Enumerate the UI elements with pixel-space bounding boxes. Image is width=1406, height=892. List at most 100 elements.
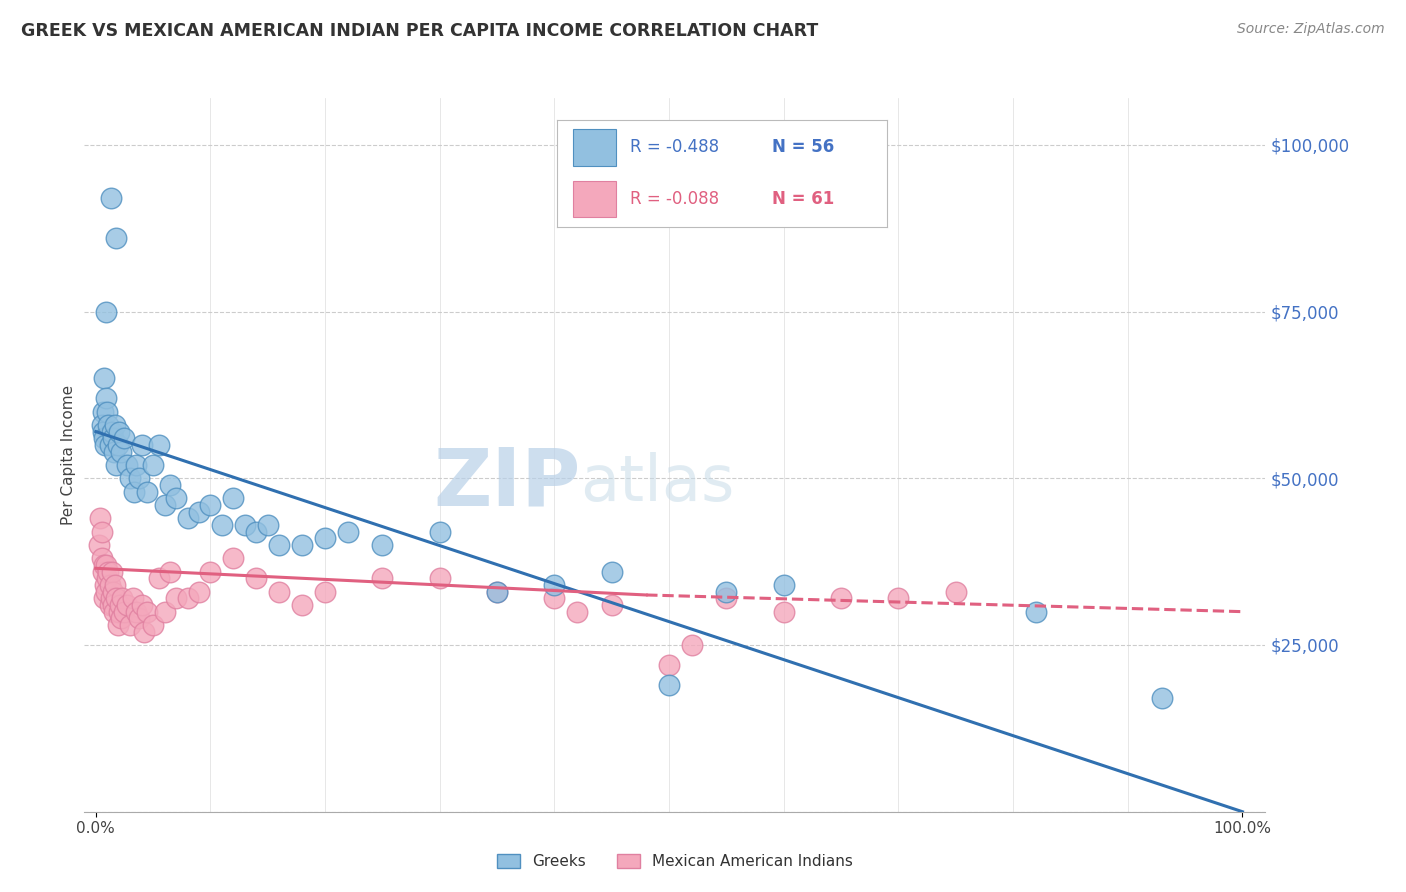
Point [567,605,589,619]
Point [93,431,115,445]
Point [96,571,118,585]
Point [101,431,124,445]
Point [128,471,150,485]
Point [543,578,565,592]
Point [1152,691,1174,706]
Point [120,471,142,485]
Point [291,598,314,612]
Point [371,538,394,552]
Point [716,584,738,599]
Point [233,518,256,533]
Point [114,431,136,445]
Y-axis label: Per Capita Income: Per Capita Income [60,384,76,525]
Text: N = 61: N = 61 [772,190,834,208]
Point [91,404,114,418]
Point [128,611,150,625]
Point [94,304,117,318]
Point [91,565,114,579]
Point [159,565,181,579]
Point [830,591,852,606]
Point [93,591,115,606]
Point [600,565,623,579]
Point [256,518,278,533]
Bar [574,129,616,166]
Point [89,538,111,552]
Point [107,618,129,632]
Point [200,565,222,579]
Point [165,591,187,606]
Point [101,425,124,439]
Text: R = -0.088: R = -0.088 [630,190,718,208]
Point [131,598,153,612]
Point [132,624,155,639]
Point [96,404,118,418]
Point [101,565,124,579]
Point [101,598,124,612]
Point [101,584,124,599]
Point [772,605,794,619]
Point [153,605,176,619]
Point [543,591,565,606]
Text: N = 56: N = 56 [772,138,834,156]
Point [429,571,451,585]
Point [122,484,145,499]
Point [222,491,245,506]
Point [111,591,134,606]
Point [371,571,394,585]
Point [314,584,336,599]
Point [104,578,127,592]
Point [153,498,176,512]
Legend: Greeks, Mexican American Indians: Greeks, Mexican American Indians [491,848,859,875]
Point [486,584,509,599]
Point [104,417,127,432]
Point [136,605,159,619]
Point [98,578,121,592]
Point [291,538,314,552]
Bar [574,180,616,217]
Point [887,591,910,606]
Point [115,458,138,472]
Point [97,565,120,579]
Point [337,524,360,539]
Point [142,458,165,472]
Point [93,371,115,385]
Point [107,438,129,452]
Point [1025,605,1047,619]
Point [98,598,121,612]
Point [188,505,211,519]
Point [658,658,681,673]
Point [245,524,267,539]
Point [125,458,148,472]
Point [108,598,131,612]
Point [100,191,122,205]
Point [211,518,233,533]
Point [110,444,132,458]
Point [93,558,115,572]
Point [314,531,336,545]
Point [245,571,267,585]
Point [148,571,170,585]
Point [107,425,129,439]
Point [945,584,967,599]
Point [200,498,222,512]
Point [100,591,122,606]
Text: atlas: atlas [581,452,735,515]
Point [91,425,114,439]
Point [90,417,112,432]
Point [125,605,148,619]
Point [159,478,181,492]
Point [89,511,111,525]
Text: Source: ZipAtlas.com: Source: ZipAtlas.com [1237,22,1385,37]
Point [681,638,703,652]
Point [105,591,128,606]
Point [94,578,117,592]
Point [107,605,129,619]
Point [142,618,165,632]
Point [176,591,198,606]
Point [136,484,159,499]
Point [94,558,117,572]
Point [110,611,132,625]
Point [165,491,187,506]
Point [97,417,120,432]
Point [131,438,153,452]
